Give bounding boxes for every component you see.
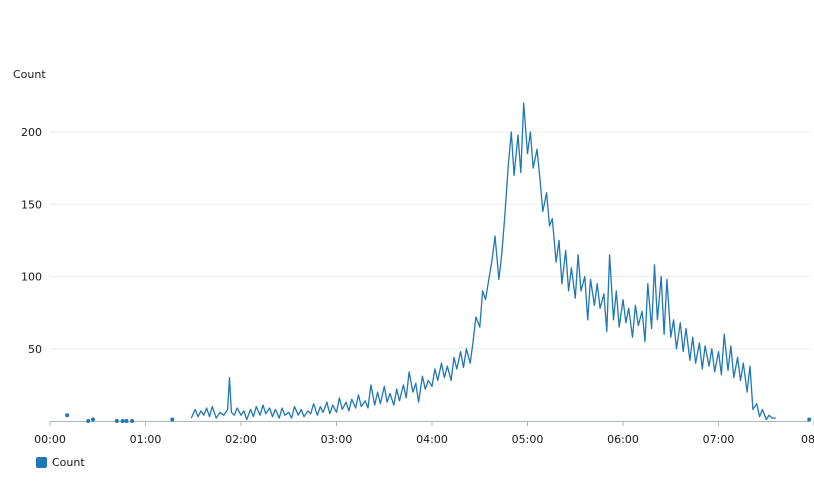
y-tick-labels: 50 100 150 200 xyxy=(21,126,42,356)
x-tick-label: 01:00 xyxy=(130,433,162,446)
x-tick-label: 06:00 xyxy=(607,433,639,446)
y-tick-label: 150 xyxy=(21,198,42,211)
data-point[interactable] xyxy=(114,419,119,423)
x-tick-label: 04:00 xyxy=(416,433,448,446)
data-point[interactable] xyxy=(86,419,91,423)
x-tick-label: 08 xyxy=(801,433,814,446)
data-point[interactable] xyxy=(170,417,175,422)
x-tick-label: 03:00 xyxy=(321,433,353,446)
data-point[interactable] xyxy=(90,417,95,422)
y-tick-label: 200 xyxy=(21,126,42,139)
series-count[interactable] xyxy=(65,102,812,423)
legend[interactable]: Count xyxy=(36,456,85,469)
x-tick-label: 07:00 xyxy=(703,433,735,446)
y-axis-title: Count xyxy=(13,68,46,81)
x-tick-label: 05:00 xyxy=(512,433,544,446)
y-tick-label: 50 xyxy=(28,343,42,356)
y-tick-label: 100 xyxy=(21,271,42,284)
grid-lines xyxy=(50,131,810,350)
legend-swatch xyxy=(36,457,47,468)
data-point[interactable] xyxy=(130,419,135,423)
series-line[interactable] xyxy=(190,102,776,421)
x-tick-label: 00:00 xyxy=(34,433,66,446)
legend-label: Count xyxy=(52,456,85,469)
data-point[interactable] xyxy=(124,419,129,423)
data-point[interactable] xyxy=(120,419,125,423)
x-tick-labels: 00:00 01:00 02:00 03:00 04:00 05:00 06:00 07:00… xyxy=(34,421,814,446)
x-tick-label: 02:00 xyxy=(225,433,257,446)
data-point[interactable] xyxy=(807,417,812,422)
data-point[interactable] xyxy=(65,413,70,418)
